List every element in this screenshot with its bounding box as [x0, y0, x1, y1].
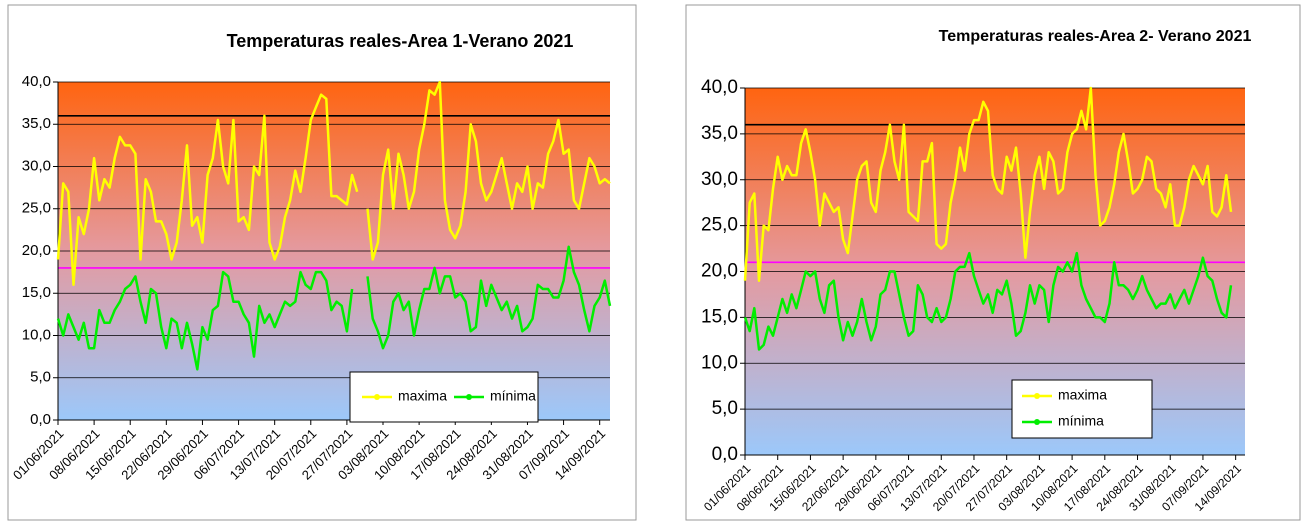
y-tick-label: 25,0	[701, 215, 738, 236]
y-tick-label: 10,0	[701, 352, 738, 373]
series-line	[366, 245, 612, 350]
legend-marker	[1034, 419, 1040, 425]
chart-title: Temperaturas reales-Area 2- Verano 2021	[939, 28, 1252, 45]
y-tick-label: 40,0	[22, 73, 51, 90]
legend-box	[1011, 379, 1153, 439]
series-line	[743, 86, 1233, 282]
y-tick-label: 0,0	[712, 444, 738, 465]
y-tick-label: 20,0	[22, 242, 51, 259]
y-tick-label: 35,0	[701, 123, 738, 144]
y-tick-label: 40,0	[701, 77, 738, 98]
y-tick-label: 10,0	[22, 326, 51, 343]
y-tick-label: 5,0	[712, 398, 738, 419]
series-line	[743, 251, 1233, 351]
y-tick-label: 15,0	[22, 284, 51, 301]
legend-label: maxima	[398, 388, 447, 404]
legend-label: mínima	[1058, 413, 1104, 429]
legend-label: mínima	[490, 388, 536, 404]
series-line	[56, 270, 354, 371]
y-tick-label: 15,0	[701, 306, 738, 327]
legend-marker	[1034, 393, 1040, 399]
y-tick-label: 25,0	[22, 200, 51, 217]
series-line	[56, 93, 359, 287]
legend-label: maxima	[1058, 387, 1107, 403]
y-tick-label: 30,0	[701, 169, 738, 190]
legend-marker	[374, 394, 380, 400]
y-tick-label: 5,0	[30, 369, 51, 386]
y-tick-label: 30,0	[22, 157, 51, 174]
y-tick-label: 0,0	[30, 411, 51, 428]
series-line	[366, 80, 611, 261]
chart-title: Temperaturas reales-Area 1-Verano 2021	[227, 31, 574, 51]
y-tick-label: 35,0	[22, 115, 51, 132]
legend-marker	[466, 394, 472, 400]
y-tick-label: 20,0	[701, 261, 738, 282]
